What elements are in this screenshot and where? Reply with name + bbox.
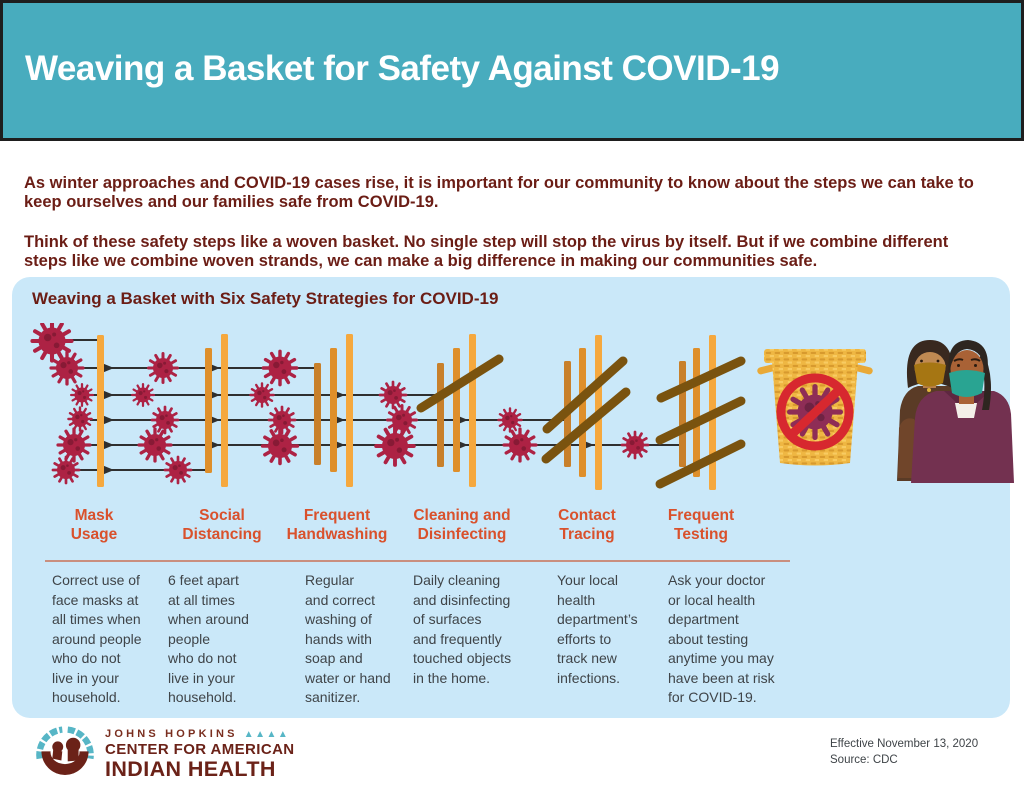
- strategy-desc-contact-tracing: Your local health department’s efforts t…: [557, 572, 638, 686]
- page-title: Weaving a Basket for Safety Against COVI…: [25, 48, 780, 88]
- masked-people-icon: [897, 340, 1014, 483]
- logo-emblem-icon: [36, 726, 94, 775]
- strategy-header-testing: Frequent Testing: [667, 507, 735, 543]
- johns-hopkins-logo: JOHNS HOPKINS ▲▲▲▲ CENTER FOR AMERICAN I…: [33, 726, 295, 784]
- panel-title: Weaving a Basket with Six Safety Strateg…: [32, 289, 499, 308]
- strategy-divider-line: [45, 560, 790, 562]
- strategy-header-mask-usage: Mask Usage: [70, 507, 118, 543]
- strategy-desc-mask-usage: Correct use of face masks at all times w…: [52, 572, 142, 705]
- logo-center-for-american-text: CENTER FOR AMERICAN: [105, 741, 295, 758]
- virus-particles-icon: [32, 323, 650, 485]
- basket-weaving-illustration: [0, 323, 1014, 490]
- logo-johns-hopkins-text: JOHNS HOPKINS: [105, 728, 238, 740]
- strategy-desc-testing: Ask your doctor or local health departme…: [668, 572, 775, 705]
- effective-date-block: Effective November 13, 2020 Source: CDC: [830, 737, 978, 768]
- teal-face-mask-icon: [949, 370, 985, 397]
- logo-indian-health-text: INDIAN HEALTH: [105, 757, 276, 781]
- strategy-desc-handwashing: Regular and correct washing of hands wit…: [305, 572, 391, 705]
- strategy-header-handwashing: Frequent Handwashing: [286, 507, 388, 543]
- ochre-face-mask-icon: [914, 362, 946, 387]
- source-citation: Source: CDC: [830, 753, 898, 766]
- logo-triangles-icon: ▲▲▲▲: [243, 728, 290, 740]
- basket-icon: [757, 349, 873, 466]
- intro-paragraph-2: Think of these safety steps like a woven…: [24, 232, 949, 271]
- effective-date: Effective November 13, 2020: [830, 738, 979, 750]
- strategy-header-cleaning: Cleaning and Disinfecting: [413, 507, 511, 543]
- strategy-header-social-distancing: Social Distancing: [182, 507, 262, 543]
- woven-strands-icon: [416, 354, 746, 489]
- strategy-desc-social-distancing: 6 feet apart at all times when around pe…: [168, 572, 249, 705]
- no-virus-sign-icon: [776, 373, 854, 451]
- intro-paragraph-1: As winter approaches and COVID-19 cases …: [24, 173, 974, 212]
- strategy-header-contact-tracing: Contact Tracing: [558, 507, 616, 543]
- strategy-desc-cleaning: Daily cleaning and disinfecting of surfa…: [413, 572, 512, 686]
- title-banner: Weaving a Basket for Safety Against COVI…: [0, 0, 1024, 141]
